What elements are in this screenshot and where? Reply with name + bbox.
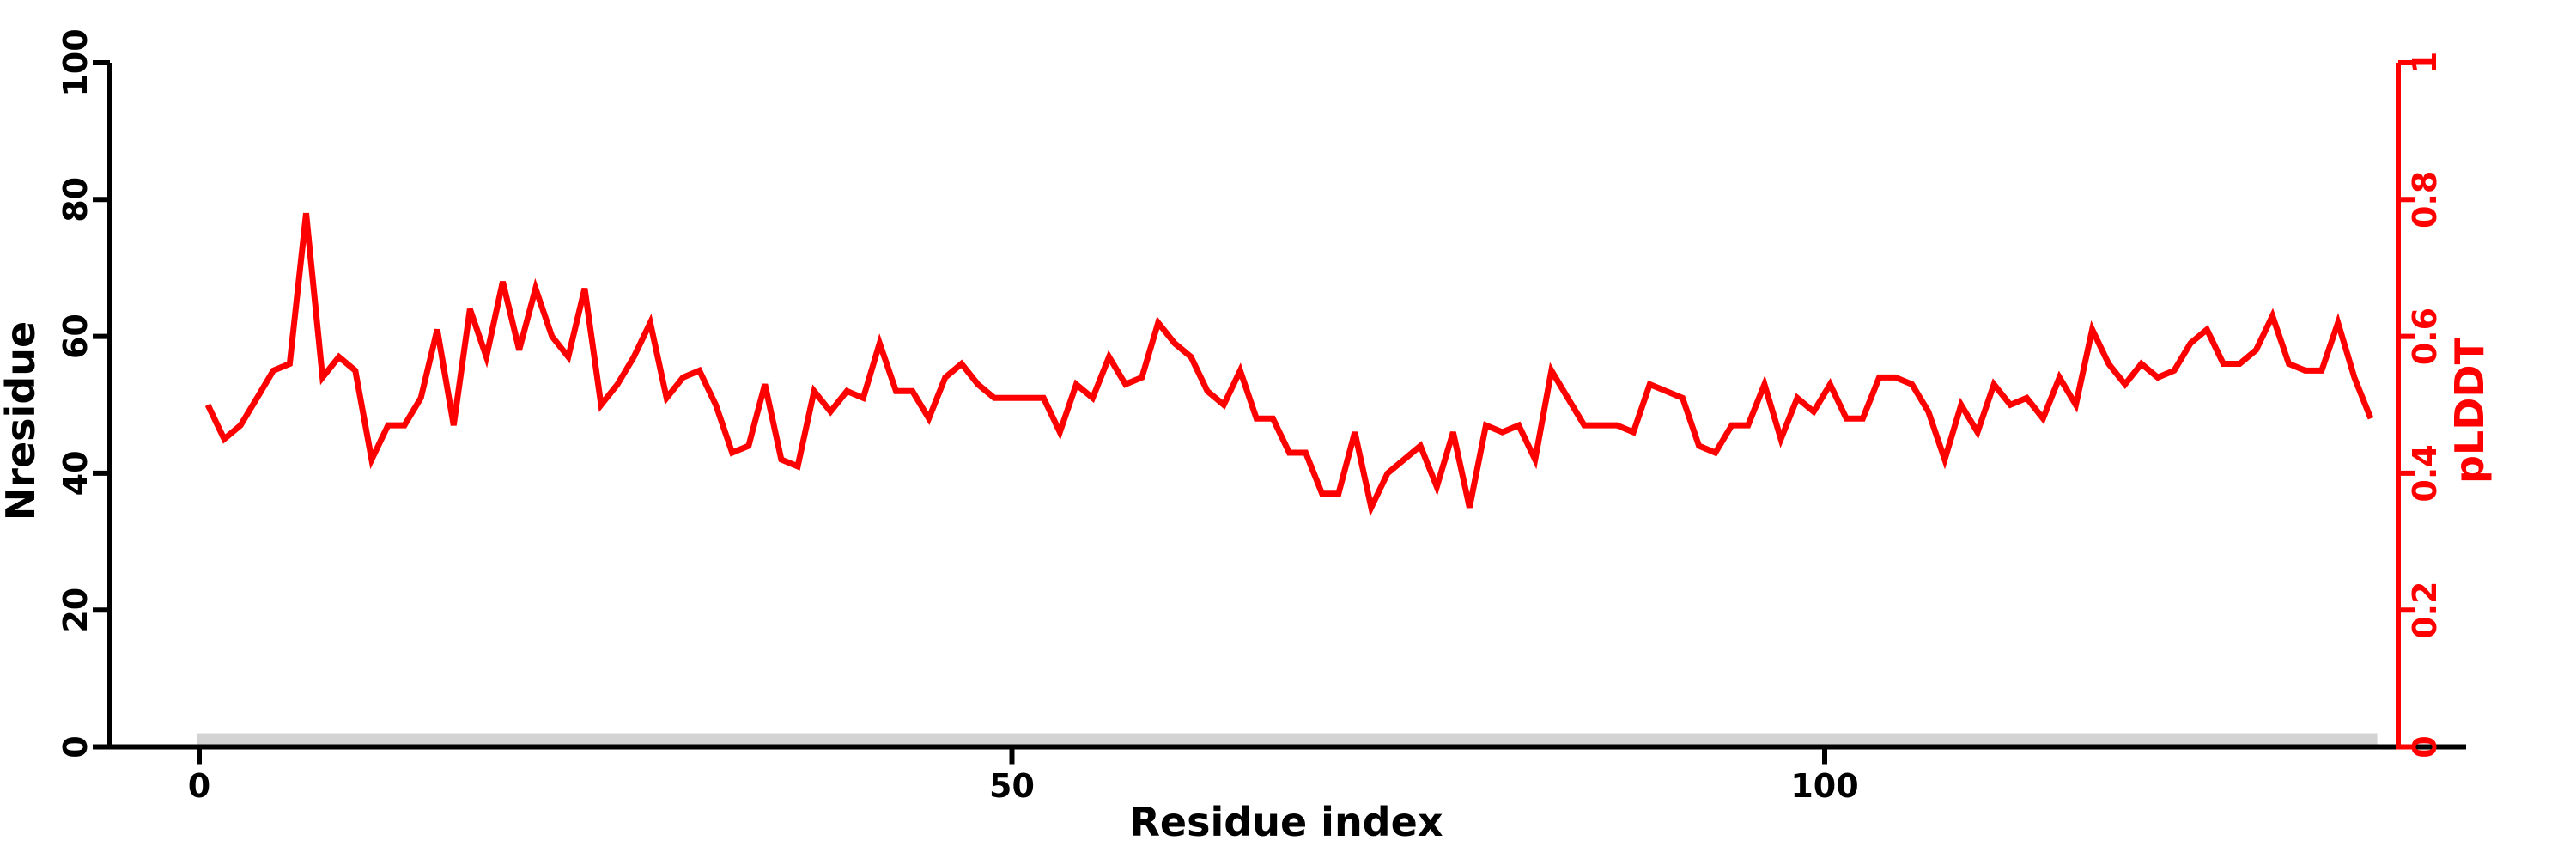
x-axis-title: Residue index <box>1130 799 1443 845</box>
y-axis-right-tick-label: 0.6 <box>2406 308 2444 365</box>
y-axis-right-title: pLDDT <box>2446 337 2493 484</box>
y-axis-right-tick-label: 0 <box>2406 735 2444 758</box>
y-axis-right: 0 0.2 0.4 0.6 0.8 1 <box>2396 52 2444 758</box>
y-axis-right-tick-label: 1 <box>2406 52 2444 74</box>
y-axis-left-tick-label: 80 <box>57 177 94 222</box>
plddt-line-series <box>204 212 2374 517</box>
y-axis-right-tick-label: 0.8 <box>2406 171 2444 228</box>
x-axis-tick-label: 0 <box>188 767 210 805</box>
y-axis-right-tick-label: 0.4 <box>2406 444 2444 502</box>
x-axis-tick-label: 50 <box>989 767 1035 805</box>
x-axis: 0 50 100 <box>107 744 2466 805</box>
y-axis-left-tick-label: 100 <box>57 28 94 96</box>
y-axis-right-tick-label: 0.2 <box>2406 582 2444 639</box>
y-axis-left-tick-label: 40 <box>57 450 94 496</box>
y-axis-left-tick-label: 0 <box>57 735 94 758</box>
x-axis-tick-label: 100 <box>1790 767 1858 805</box>
plddt-line <box>204 212 2374 517</box>
y-axis-left-tick-label: 60 <box>57 314 94 359</box>
y-axis-left-tick-label: 20 <box>57 588 94 633</box>
y-axis-left: 0 20 40 60 80 100 <box>57 28 112 758</box>
y-axis-left-title: Nresidue <box>0 321 44 521</box>
